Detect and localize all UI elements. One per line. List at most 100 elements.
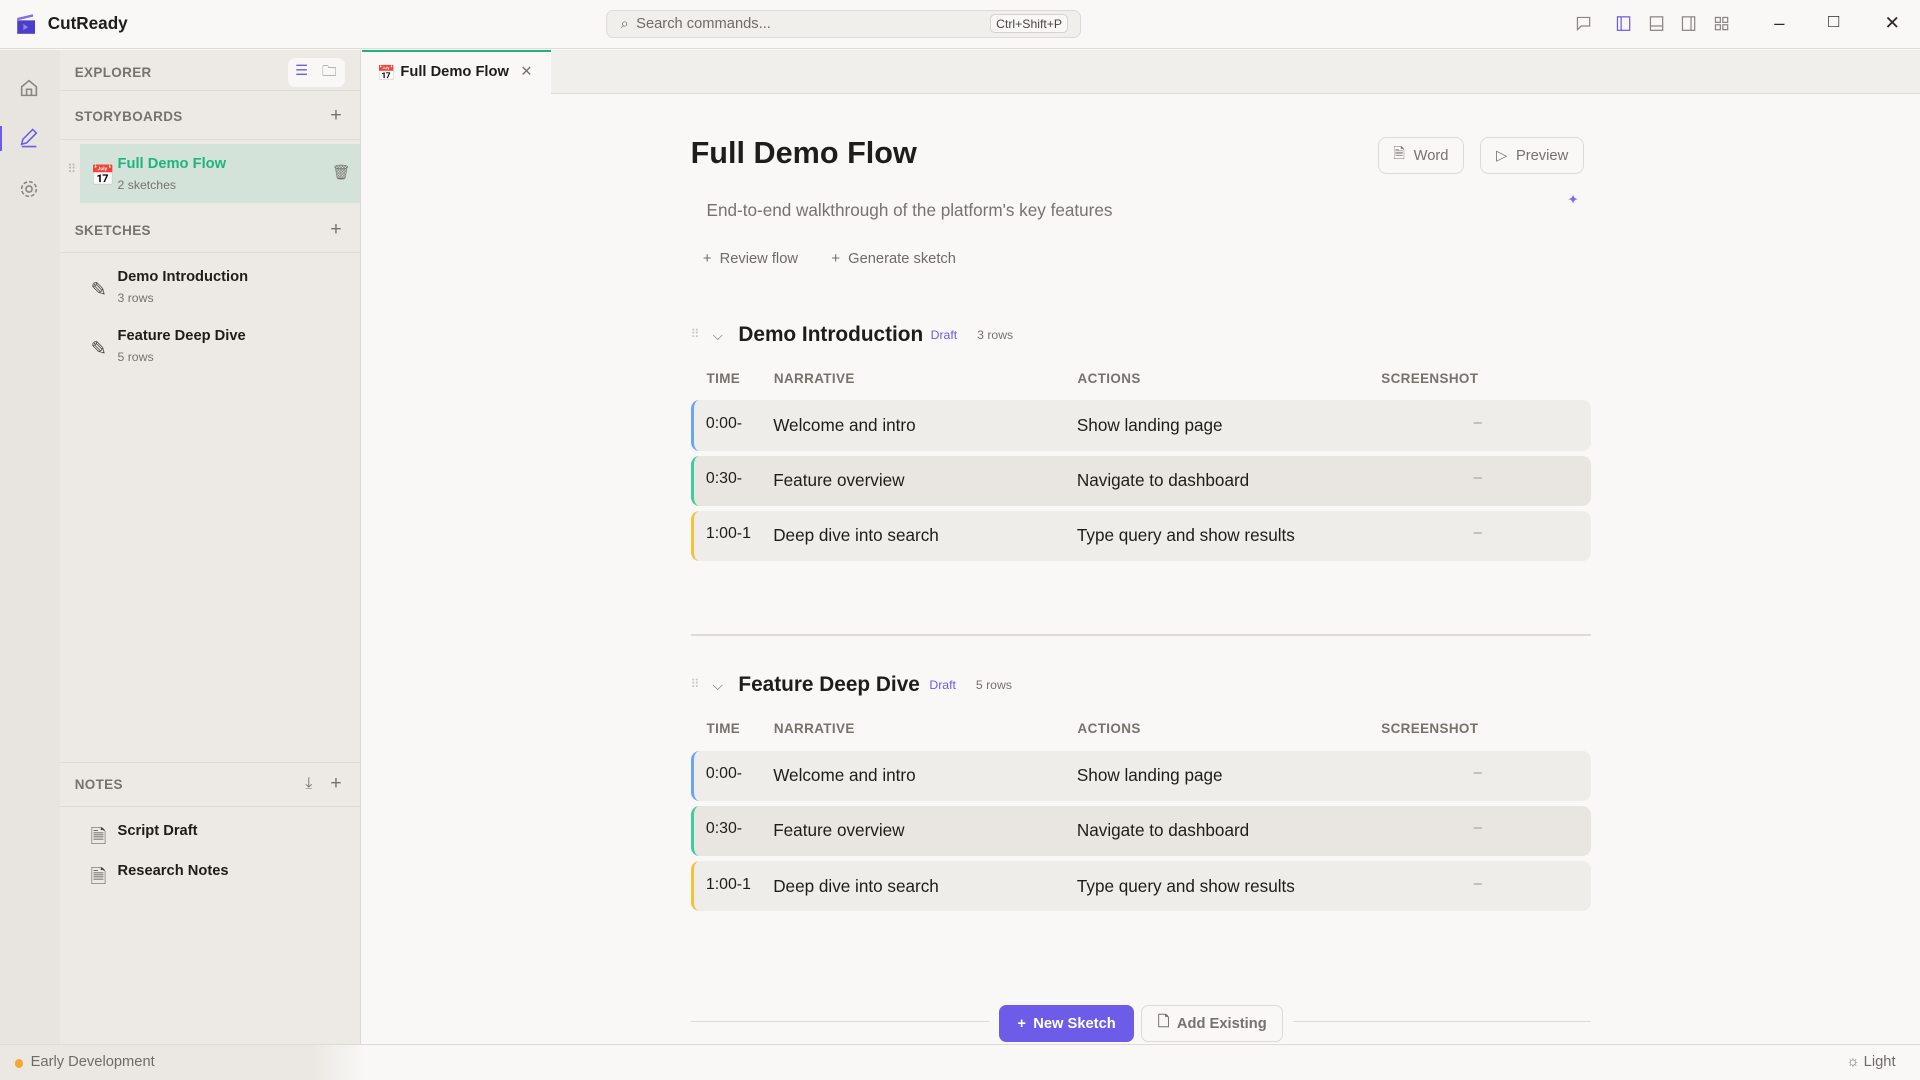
- review-flow-button[interactable]: + Review flow: [702, 251, 798, 268]
- explorer-header: EXPLORER ☰ 🗀: [60, 50, 362, 91]
- sketch-pencil-icon[interactable]: [18, 127, 40, 149]
- chevron-down-icon[interactable]: ⌵: [712, 328, 723, 344]
- list-view-icon[interactable]: ☰: [295, 63, 309, 80]
- actions-cell[interactable]: Navigate to dashboard: [1076, 470, 1250, 491]
- screenshot-cell[interactable]: –: [1473, 525, 1482, 542]
- note-item[interactable]: 🗎 Script Draft: [80, 812, 360, 851]
- time-cell[interactable]: 1:00-1: [705, 875, 751, 893]
- sketch-title[interactable]: Feature Deep Dive: [738, 673, 920, 697]
- play-icon: ▷: [1496, 148, 1508, 164]
- settings-gear-icon[interactable]: [18, 178, 40, 200]
- time-cell[interactable]: 0:00-: [705, 765, 743, 783]
- add-note-icon[interactable]: +: [330, 772, 342, 795]
- screenshot-cell[interactable]: –: [1473, 470, 1482, 487]
- drag-handle-icon[interactable]: ⠿: [690, 326, 700, 341]
- explorer-sidebar: EXPLORER ☰ 🗀 STORYBOARDS + ⠿ 📅 Full Demo…: [60, 50, 362, 1045]
- theme-label: Light: [1863, 1054, 1896, 1071]
- sketch-item[interactable]: ✎ Feature Deep Dive 5 rows: [80, 317, 360, 376]
- time-cell[interactable]: 0:30-: [705, 470, 743, 488]
- description-field[interactable]: End-to-end walkthrough of the platform's…: [706, 199, 1113, 220]
- table-row[interactable]: 0:00- Welcome and intro Show landing pag…: [690, 400, 1591, 451]
- status-text: Early Development: [30, 1054, 155, 1071]
- sketches-section-header: SKETCHES +: [60, 208, 362, 254]
- narrative-cell[interactable]: Deep dive into search: [773, 875, 939, 896]
- screenshot-cell[interactable]: –: [1473, 765, 1482, 782]
- add-sketch-icon[interactable]: +: [330, 217, 342, 240]
- divider: [690, 1021, 990, 1023]
- layout-sidebar-icon[interactable]: [1615, 15, 1632, 32]
- review-label: Review flow: [719, 251, 798, 268]
- screenshot-cell[interactable]: –: [1473, 415, 1482, 432]
- import-note-icon[interactable]: ⤓: [305, 774, 313, 792]
- sun-icon: ☼: [1846, 1054, 1860, 1071]
- view-toggle: ☰ 🗀: [287, 57, 346, 87]
- note-item[interactable]: 🗎 Research Notes: [80, 852, 360, 891]
- drag-handle-icon[interactable]: ⠿: [67, 161, 77, 176]
- theme-toggle[interactable]: ☼ Light: [1846, 1054, 1895, 1070]
- new-sketch-label: New Sketch: [1033, 1015, 1116, 1032]
- time-cell[interactable]: 0:30-: [705, 820, 743, 838]
- file-icon: 🗋: [1157, 1014, 1170, 1031]
- actions-cell[interactable]: Type query and show results: [1076, 525, 1295, 546]
- close-tab-icon[interactable]: ✕: [520, 64, 533, 81]
- drag-handle-icon[interactable]: ⠿: [690, 676, 700, 691]
- screenshot-cell[interactable]: –: [1473, 875, 1482, 892]
- maximize-icon[interactable]: □: [1828, 9, 1840, 31]
- pencil-icon: ✎: [90, 278, 107, 301]
- table-row[interactable]: 1:00-1 Deep dive into search Type query …: [690, 860, 1591, 912]
- table-row[interactable]: 1:00-1 Deep dive into search Type query …: [690, 510, 1591, 561]
- section-divider: [690, 634, 1591, 636]
- home-icon[interactable]: [18, 77, 40, 99]
- add-storyboard-icon[interactable]: +: [330, 104, 342, 127]
- chevron-down-icon[interactable]: ⌵: [712, 678, 723, 694]
- narrative-cell[interactable]: Feature overview: [773, 820, 905, 841]
- column-header: ACTIONS: [1077, 371, 1141, 387]
- narrative-cell[interactable]: Welcome and intro: [773, 415, 916, 436]
- column-header: TIME: [706, 371, 741, 387]
- sketch-rows: 3 rows: [117, 291, 154, 306]
- narrative-cell[interactable]: Welcome and intro: [773, 765, 916, 786]
- shortcut-hint: Ctrl+Shift+P: [990, 14, 1068, 33]
- tab-bar: 📅 Full Demo Flow ✕: [362, 50, 1920, 96]
- table-row[interactable]: 0:30- Feature overview Navigate to dashb…: [690, 805, 1591, 856]
- storyboard-item[interactable]: ⠿ 📅 Full Demo Flow 2 sketches 🗑: [67, 144, 360, 204]
- new-sketch-button[interactable]: + New Sketch: [999, 1005, 1134, 1043]
- column-header: NARRATIVE: [773, 721, 855, 737]
- actions-cell[interactable]: Navigate to dashboard: [1076, 820, 1250, 841]
- tab-full-demo-flow[interactable]: 📅 Full Demo Flow ✕: [362, 50, 551, 96]
- add-existing-button[interactable]: 🗋 Add Existing: [1141, 1005, 1284, 1043]
- export-word-button[interactable]: 🗎 Word: [1377, 137, 1465, 174]
- layout-bottom-panel-icon[interactable]: [1648, 15, 1665, 32]
- minimize-icon[interactable]: –: [1774, 12, 1785, 34]
- table-row[interactable]: 0:30- Feature overview Navigate to dashb…: [690, 455, 1591, 506]
- time-cell[interactable]: 0:00-: [705, 415, 743, 433]
- app-logo-icon: [17, 14, 36, 35]
- actions-cell[interactable]: Type query and show results: [1076, 875, 1295, 896]
- grid-layout-icon[interactable]: [1713, 15, 1730, 32]
- divider: [1293, 1021, 1591, 1023]
- preview-button[interactable]: ▷ Preview: [1480, 137, 1584, 174]
- table-row[interactable]: 0:00- Welcome and intro Show landing pag…: [690, 750, 1591, 801]
- sketch-header: ⠿ ⌵ Demo Introduction Draft 3 rows: [690, 323, 1591, 352]
- actions-cell[interactable]: Show landing page: [1076, 765, 1223, 786]
- narrative-cell[interactable]: Deep dive into search: [773, 525, 939, 546]
- sketch-header: ⠿ ⌵ Feature Deep Dive Draft 5 rows: [690, 673, 1591, 702]
- chat-icon[interactable]: [1575, 15, 1592, 32]
- layout-right-panel-icon[interactable]: [1680, 15, 1697, 32]
- time-cell[interactable]: 1:00-1: [705, 525, 751, 543]
- trash-icon[interactable]: 🗑: [331, 164, 351, 181]
- title-bar: CutReady ⌕ Search commands... Ctrl+Shift…: [0, 0, 1920, 49]
- storyboards-title: STORYBOARDS: [74, 108, 183, 124]
- folder-view-icon[interactable]: 🗀: [322, 64, 337, 81]
- sketch-title[interactable]: Demo Introduction: [738, 323, 924, 347]
- sketch-item[interactable]: ✎ Demo Introduction 3 rows: [80, 258, 360, 317]
- command-search[interactable]: ⌕ Search commands... Ctrl+Shift+P: [606, 9, 1082, 38]
- close-window-icon[interactable]: ✕: [1884, 12, 1900, 34]
- ai-sparkle-icon[interactable]: ✦: [1567, 192, 1579, 208]
- narrative-cell[interactable]: Feature overview: [773, 470, 905, 491]
- screenshot-cell[interactable]: –: [1473, 820, 1482, 837]
- generate-sketch-button[interactable]: + Generate sketch: [831, 251, 956, 268]
- status-badge: Draft: [929, 678, 956, 693]
- actions-cell[interactable]: Show landing page: [1076, 415, 1223, 436]
- sketch-name: Demo Introduction: [117, 269, 249, 286]
